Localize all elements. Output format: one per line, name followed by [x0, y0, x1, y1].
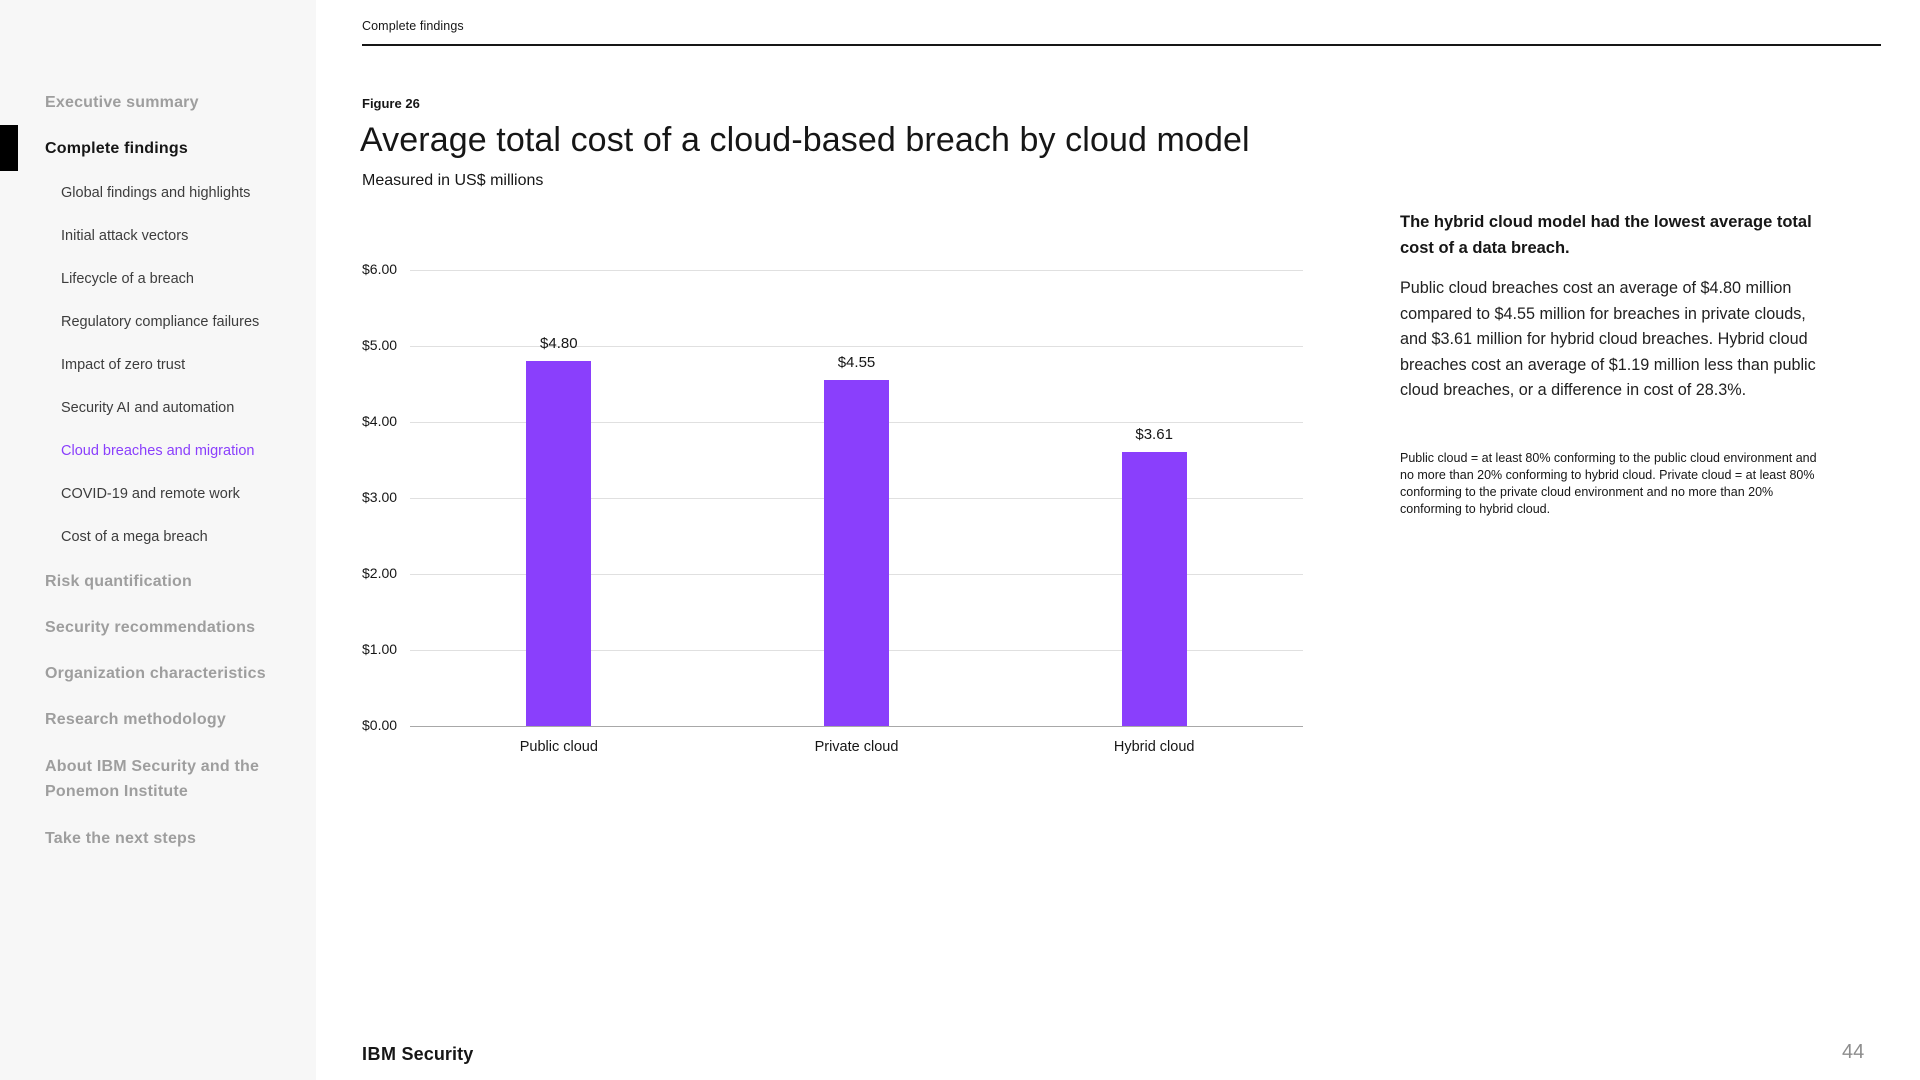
summary-panel: The hybrid cloud model had the lowest av…: [1400, 210, 1822, 518]
sidebar-item-cost-of-a-mega-breach[interactable]: Cost of a mega breach: [0, 515, 316, 558]
y-axis-tick-label: $2.00: [362, 565, 398, 581]
sidebar-item-label: Take the next steps: [45, 829, 197, 847]
sidebar-item-label: Complete findings: [45, 139, 188, 157]
bar-value-label: $4.80: [540, 335, 578, 353]
figure-title: Average total cost of a cloud-based brea…: [360, 121, 1250, 159]
sidebar-item-executive-summary[interactable]: Executive summary: [0, 79, 316, 125]
y-axis-tick-label: $1.00: [362, 641, 398, 657]
sidebar-item-risk-quantification[interactable]: Risk quantification: [0, 558, 316, 604]
sidebar-item-label: Research methodology: [45, 710, 226, 728]
figure-number-label: Figure 26: [362, 96, 420, 111]
sidebar-item-label: Executive summary: [45, 93, 199, 111]
brand-ibm: IBM: [362, 1044, 397, 1064]
sidebar-item-research-methodology[interactable]: Research methodology: [0, 696, 316, 742]
sidebar-item-security-ai-and-automation[interactable]: Security AI and automation: [0, 386, 316, 429]
sidebar-item-label: COVID-19 and remote work: [61, 485, 240, 502]
active-section-marker: [0, 125, 18, 171]
sidebar-item-label: Risk quantification: [45, 572, 192, 590]
sidebar-item-label: Initial attack vectors: [61, 227, 189, 244]
sidebar-item-label: About IBM Security and the Ponemon Insti…: [45, 757, 260, 800]
y-axis-tick-label: $4.00: [362, 413, 398, 429]
brand-wordmark: IBM Security: [362, 1044, 473, 1065]
summary-heading: The hybrid cloud model had the lowest av…: [1400, 213, 1812, 257]
bar-chart: $6.00 $5.00 $4.00 $3.00 $2.00 $1.00 $0.00 $4.80…: [362, 261, 1303, 755]
x-axis-category-label: Public cloud: [519, 739, 598, 755]
x-axis-category-label: Private cloud: [814, 739, 899, 755]
x-axis-category-label: Hybrid cloud: [1113, 739, 1195, 755]
header-divider: [362, 44, 1881, 46]
page-number: 44: [1842, 1041, 1865, 1063]
bar-public-cloud: [526, 361, 592, 726]
bar-value-label: $4.55: [837, 354, 876, 372]
sidebar-item-global-findings-and-highlights[interactable]: Global findings and highlights: [0, 171, 316, 214]
gridline-6: [410, 269, 1303, 271]
sidebar: Executive summary Complete findings Global…: [0, 0, 316, 1080]
sidebar-item-label: Global findings and highlights: [61, 184, 251, 201]
sidebar-item-label: Impact of zero trust: [61, 356, 186, 373]
y-axis-tick-label: $0.00: [362, 717, 398, 733]
sidebar-item-label: Security recommendations: [45, 618, 256, 636]
gridline-0: [410, 725, 1303, 727]
y-axis-tick-label: $5.00: [362, 337, 398, 353]
bar-private-cloud: [824, 380, 889, 726]
summary-body: Public cloud breaches cost an average of…: [1400, 279, 1816, 399]
gridline-5: [410, 345, 1303, 347]
sidebar-item-label: Cloud breaches and migration: [61, 442, 255, 459]
sidebar-item-label: Security AI and automation: [61, 399, 235, 416]
sidebar-item-take-the-next-steps[interactable]: Take the next steps: [0, 815, 316, 861]
sidebar-item-about-ibm-security-and-the-ponemon-institute[interactable]: About IBM Security and the Ponemon Insti…: [0, 742, 316, 815]
summary-footnote: Public cloud = at least 80% conforming t…: [1400, 450, 1817, 516]
sidebar-nav: Executive summary Complete findings Global…: [0, 0, 316, 861]
sidebar-item-organization-characteristics[interactable]: Organization characteristics: [0, 650, 316, 696]
sidebar-item-covid-19-and-remote-work[interactable]: COVID-19 and remote work: [0, 472, 316, 515]
sidebar-item-lifecycle-of-a-breach[interactable]: Lifecycle of a breach: [0, 257, 316, 300]
sidebar-item-regulatory-compliance-failures[interactable]: Regulatory compliance failures: [0, 300, 316, 343]
brand-security: Security: [401, 1044, 474, 1064]
figure-subtitle: Measured in US$ millions: [362, 172, 544, 189]
sidebar-item-label: Lifecycle of a breach: [61, 270, 194, 287]
sidebar-item-security-recommendations[interactable]: Security recommendations: [0, 604, 316, 650]
sidebar-item-cloud-breaches-and-migration[interactable]: Cloud breaches and migration: [0, 429, 316, 472]
bar-value-label: $3.61: [1135, 425, 1173, 443]
sidebar-item-impact-of-zero-trust[interactable]: Impact of zero trust: [0, 343, 316, 386]
bar-hybrid-cloud: [1121, 451, 1187, 726]
sidebar-item-label: Organization characteristics: [45, 664, 266, 682]
sidebar-item-label: Regulatory compliance failures: [61, 313, 260, 330]
y-axis-tick-label: $6.00: [362, 261, 398, 277]
sidebar-item-complete-findings[interactable]: Complete findings: [0, 125, 316, 171]
sidebar-item-initial-attack-vectors[interactable]: Initial attack vectors: [0, 214, 316, 257]
sidebar-item-label: Cost of a mega breach: [61, 528, 208, 545]
y-axis-tick-label: $3.00: [362, 489, 398, 505]
section-breadcrumb: Complete findings: [362, 19, 464, 33]
